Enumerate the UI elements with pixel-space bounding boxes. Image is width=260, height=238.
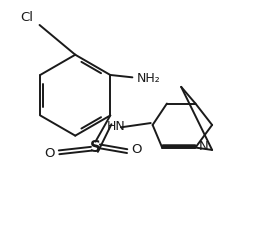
Text: O: O xyxy=(131,144,142,156)
Text: S: S xyxy=(90,140,101,155)
Text: N: N xyxy=(198,140,208,153)
Text: HN: HN xyxy=(106,120,125,133)
Text: NH₂: NH₂ xyxy=(137,72,161,85)
Text: Cl: Cl xyxy=(20,11,33,24)
Text: O: O xyxy=(44,147,55,160)
